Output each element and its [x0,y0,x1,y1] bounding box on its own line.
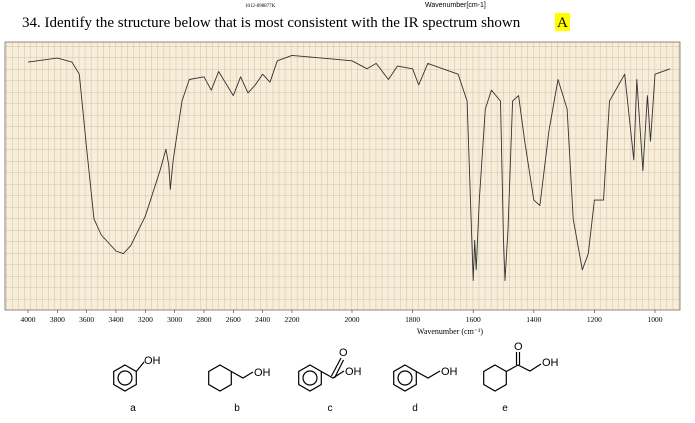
header-code: 1012-898877K [245,4,276,9]
x-axis-label: Wavenumber (cm⁻¹) [417,327,484,336]
x-tick-label: 2800 [196,315,211,324]
x-tick-label: 2000 [345,315,360,324]
x-tick-label: 3600 [79,315,94,324]
answer: A [557,15,568,31]
group-label: O [514,341,523,353]
spectrum-line [27,54,671,281]
x-tick-label: 2200 [284,315,299,324]
structure-b [208,364,254,392]
x-tick-label: 3000 [167,315,182,324]
header-code: Wavenumber[cm-1] [425,2,486,9]
group-label: OH [345,366,362,378]
group-label: OH [254,367,271,379]
x-tick-label: 3800 [50,315,65,324]
group-label: OH [542,357,559,369]
structure-label: c [328,403,333,414]
structure-e [483,352,542,392]
structure-label: e [502,403,508,414]
x-tick-label: 1800 [405,315,420,324]
structure-c [298,357,345,392]
x-tick-label: 1200 [587,315,602,324]
x-tick-label: 4000 [21,315,36,324]
x-tick-label: 1600 [466,315,481,324]
structure-label: a [130,403,136,414]
x-tick-label: 3400 [108,315,123,324]
x-tick-label: 1000 [648,315,663,324]
structure-a [113,361,145,392]
group-label: OH [144,355,161,367]
group-label: O [339,347,348,359]
structure-d [393,364,441,392]
x-tick-label: 1400 [526,315,541,324]
plot-area [4,41,681,311]
group-label: OH [441,366,458,378]
structure-label: b [234,403,240,414]
question-text: 34. Identify the structure below that is… [22,15,521,31]
x-tick-label: 2400 [255,315,270,324]
x-tick-label: 2600 [226,315,241,324]
structure-label: d [412,403,418,414]
x-tick-label: 3200 [138,315,153,324]
answer-highlight [555,13,570,31]
